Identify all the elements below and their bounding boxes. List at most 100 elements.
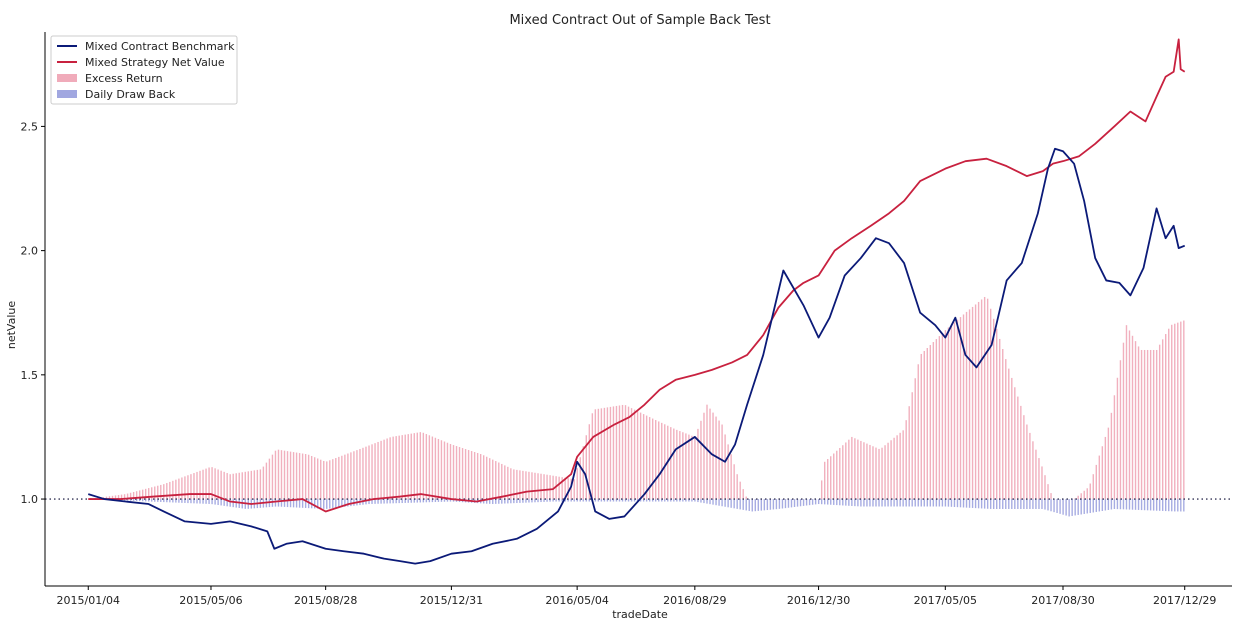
daily-draw-back-bar [745,499,747,511]
legend-label: Excess Return [85,72,163,85]
daily-draw-back-bar [232,499,234,508]
daily-draw-back-bar [703,499,705,504]
excess-return-bar [612,406,615,500]
daily-draw-back-bar [1089,499,1091,513]
daily-draw-back-bar [715,499,717,506]
daily-draw-back-bar [1174,499,1176,512]
excess-return-bar [977,301,980,500]
excess-return-bar [558,476,560,500]
excess-return-bar [108,496,111,500]
daily-draw-back-bar [495,499,497,504]
y-tick-label: 2.5 [21,120,39,133]
excess-return-bar [742,489,744,500]
daily-draw-back-bar [341,499,343,508]
excess-return-bar [223,471,225,500]
daily-draw-back-bar [999,499,1001,509]
excess-return-bar [971,306,974,500]
excess-return-bar [884,445,886,500]
daily-draw-back-bar [609,499,612,502]
daily-draw-back-bar [211,499,213,505]
excess-return-bar [1113,395,1116,500]
excess-return-bar [226,473,228,500]
excess-return-bar [621,404,624,500]
daily-draw-back-bar [615,499,618,502]
excess-return-bar [996,328,998,500]
x-tick-label: 2016/05/04 [545,594,608,607]
daily-draw-back-bar [389,499,391,504]
daily-draw-back-bar [271,499,274,507]
excess-return-bar [965,311,968,500]
daily-draw-back-bar [1171,499,1173,512]
excess-return-bar [1158,344,1161,500]
excess-return-bar [944,330,947,500]
daily-draw-back-bar [742,499,744,510]
excess-return-bar [700,420,702,500]
excess-return-bar [187,475,189,500]
y-tick-label: 2.0 [21,245,39,258]
daily-draw-back-bar [899,499,901,507]
daily-draw-back-bar [564,499,566,502]
daily-draw-back-bar [510,499,512,504]
excess-return-bar [467,450,470,500]
excess-return-bar [854,438,856,500]
excess-return-bar [983,296,986,500]
excess-return-bar [1008,368,1010,500]
daily-draw-back-bar [953,499,956,507]
excess-return-bar [495,461,497,500]
daily-draw-back-bar [169,499,171,503]
excess-return-bar [431,436,434,500]
excess-return-bar [715,416,717,500]
excess-return-bar [286,451,289,500]
daily-draw-back-bar [658,499,660,502]
daily-draw-back-bar [304,499,307,508]
daily-draw-back-bar [887,499,889,507]
excess-return-bar [1080,493,1082,500]
excess-return-bar [733,464,735,500]
excess-return-bar [935,339,938,500]
legend-swatch [57,90,77,98]
daily-draw-back-bar [374,499,376,504]
daily-draw-back-bar [1038,499,1040,509]
excess-return-bar [694,436,696,500]
daily-draw-back-bar [1113,499,1116,509]
excess-return-bar [416,432,418,500]
excess-return-bar [528,471,530,500]
daily-draw-back-bar [817,499,820,505]
daily-draw-back-bar [196,499,198,504]
excess-return-bar [277,449,280,500]
excess-return-bar [968,309,971,500]
daily-draw-back-bar [700,499,702,503]
daily-draw-back-bar [932,499,935,507]
excess-return-bar [721,424,723,500]
daily-draw-back-bar [1020,499,1022,509]
daily-draw-back-bar [395,499,397,504]
daily-draw-back-bar [863,499,865,507]
excess-return-bar [591,413,594,500]
excess-return-bar [941,333,944,500]
daily-draw-back-bar [820,499,823,505]
excess-return-bar [1174,323,1176,500]
daily-draw-back-bar [326,499,328,509]
daily-draw-back-bar [392,499,394,504]
excess-return-bar [229,474,231,500]
daily-draw-back-bar [691,499,693,502]
excess-return-bar [470,451,473,500]
daily-draw-back-bar [905,499,907,507]
daily-draw-back-bar [971,499,974,508]
excess-return-bar [135,491,138,500]
excess-return-bar [709,408,711,500]
daily-draw-back-bar [492,499,494,505]
excess-return-bar [676,429,678,500]
excess-return-bar [310,455,313,500]
y-tick-label: 1.5 [21,369,39,382]
daily-draw-back-bar [513,499,515,504]
excess-return-bar [1122,342,1125,500]
daily-draw-back-bar [754,499,756,512]
excess-return-bar [519,470,521,500]
daily-draw-back-bar [697,499,699,503]
excess-return-bar [682,432,684,500]
daily-draw-back-bar [386,499,388,504]
daily-draw-back-bar [292,499,295,508]
excess-return-bar [606,407,609,500]
